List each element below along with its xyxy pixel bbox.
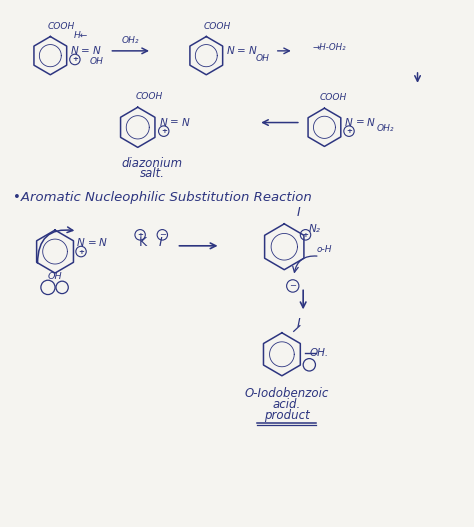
Text: OH₂: OH₂	[122, 36, 139, 45]
Text: OH₂: OH₂	[376, 124, 394, 133]
Text: •Aromatic Nucleophilic Substitution Reaction: •Aromatic Nucleophilic Substitution Reac…	[12, 191, 311, 204]
Text: I: I	[159, 237, 162, 249]
Text: COOH: COOH	[136, 92, 163, 101]
Text: N: N	[248, 46, 256, 56]
Text: OH: OH	[256, 54, 270, 63]
Text: N: N	[182, 118, 189, 128]
Text: →H-OH₂: →H-OH₂	[313, 43, 346, 52]
Text: N: N	[367, 118, 374, 128]
Text: +: +	[302, 232, 309, 238]
Text: N: N	[92, 46, 100, 56]
Text: +: +	[72, 56, 78, 63]
Text: −: −	[289, 281, 296, 290]
Text: =: =	[170, 118, 179, 128]
Text: O-Iodobenzoic: O-Iodobenzoic	[245, 387, 329, 400]
Text: N: N	[71, 46, 79, 56]
Text: N: N	[99, 238, 107, 248]
Text: H←: H←	[74, 31, 88, 40]
Text: diazonium: diazonium	[121, 157, 182, 170]
Text: COOH: COOH	[204, 22, 231, 31]
Text: OH: OH	[89, 57, 103, 66]
Text: COOH: COOH	[48, 22, 75, 31]
Text: I: I	[297, 317, 301, 330]
Text: N: N	[160, 118, 168, 128]
Text: =: =	[356, 118, 364, 128]
Text: COOH: COOH	[319, 93, 347, 102]
Text: +: +	[161, 128, 167, 134]
Text: +: +	[137, 232, 143, 238]
Text: product: product	[264, 409, 310, 422]
Text: N: N	[227, 46, 235, 56]
Text: acid.: acid.	[273, 398, 301, 411]
Text: =: =	[237, 46, 246, 56]
Text: N: N	[345, 118, 353, 128]
Text: =: =	[88, 238, 96, 248]
Text: =: =	[82, 46, 90, 56]
Text: +: +	[78, 249, 84, 255]
Text: OH.: OH.	[309, 348, 328, 358]
Text: I: I	[297, 206, 301, 219]
Text: salt.: salt.	[139, 167, 164, 180]
Text: +: +	[346, 128, 352, 134]
Text: N₂: N₂	[309, 223, 321, 233]
Text: o-H: o-H	[317, 245, 332, 253]
Text: N: N	[77, 238, 85, 248]
Text: K: K	[138, 237, 146, 249]
Text: OH: OH	[48, 272, 63, 281]
Text: −: −	[159, 230, 166, 239]
